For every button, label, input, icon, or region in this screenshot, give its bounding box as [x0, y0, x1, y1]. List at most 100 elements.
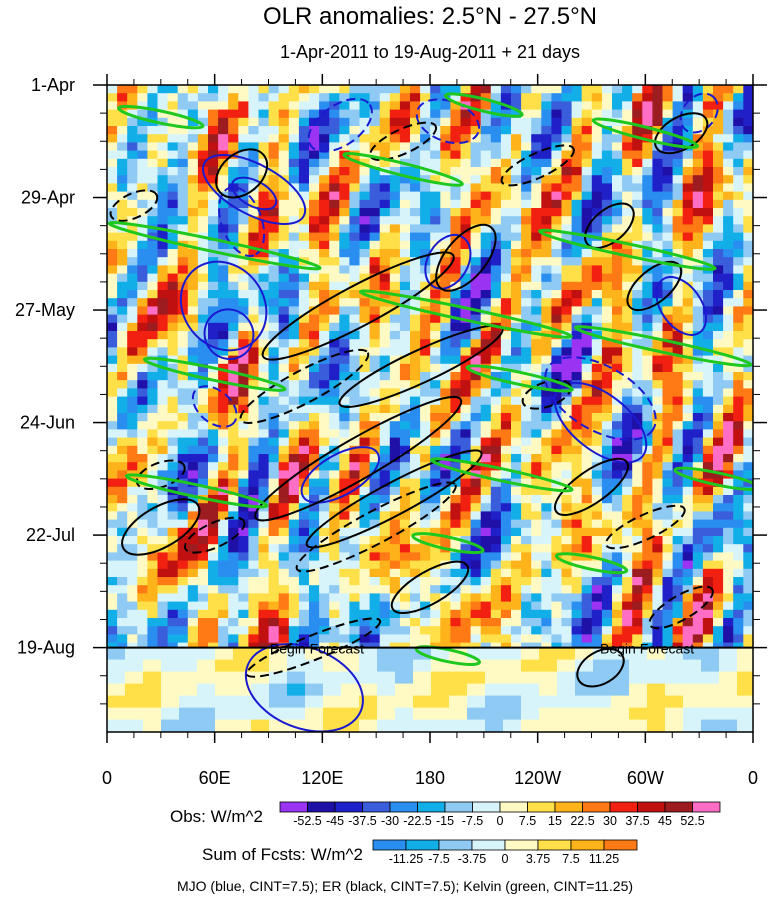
heatmap-cell	[309, 314, 320, 324]
heatmap-cell	[521, 273, 532, 283]
heatmap-cell	[500, 421, 512, 430]
heatmap-cell	[521, 585, 532, 594]
heatmap-cell	[137, 249, 148, 258]
heatmap-cell	[551, 380, 563, 389]
forecast-cell	[323, 731, 342, 732]
heatmap-cell	[278, 331, 290, 340]
heatmap-cell	[379, 470, 391, 480]
heatmap-cell	[399, 150, 411, 160]
heatmap-cell	[743, 306, 753, 316]
heatmap-cell	[672, 191, 684, 201]
heatmap-cell	[319, 281, 330, 291]
heatmap-cell	[187, 618, 199, 627]
forecast-cell	[737, 719, 753, 732]
heatmap-cell	[399, 404, 411, 414]
heatmap-cell	[430, 265, 441, 275]
heatmap-cell	[389, 167, 401, 176]
heatmap-cell	[379, 249, 391, 258]
heatmap-cell	[329, 363, 340, 373]
heatmap-cell	[702, 601, 714, 611]
heatmap-cell	[460, 109, 472, 119]
heatmap-cell	[652, 322, 664, 332]
heatmap-cell	[571, 527, 583, 537]
heatmap-cell	[571, 85, 583, 94]
heatmap-cell	[733, 626, 744, 635]
heatmap-cell	[399, 437, 411, 447]
heatmap-cell	[490, 626, 502, 635]
heatmap-cell	[137, 413, 148, 422]
heatmap-cell	[187, 536, 199, 545]
heatmap-cell	[480, 626, 492, 635]
heatmap-cell	[298, 142, 310, 152]
heatmap-cell	[743, 191, 753, 201]
heatmap-cell	[157, 216, 169, 225]
heatmap-cell	[652, 519, 664, 529]
heatmap-cell	[238, 560, 249, 570]
forecast-cell	[575, 719, 594, 732]
heatmap-cell	[117, 421, 128, 430]
heatmap-cell	[420, 298, 431, 307]
heatmap-cell	[420, 429, 431, 439]
heatmap-cell	[218, 618, 229, 627]
heatmap-cell	[470, 191, 482, 201]
heatmap-cell	[551, 134, 563, 143]
heatmap-cell	[702, 199, 714, 209]
forecast-cell	[107, 707, 126, 721]
heatmap-cell	[702, 552, 714, 562]
heatmap-cell	[561, 601, 573, 611]
heatmap-cell	[511, 396, 522, 406]
heatmap-cell	[662, 511, 674, 521]
heatmap-cell	[440, 257, 451, 266]
heatmap-cell	[167, 314, 179, 324]
kelvin-contour	[443, 92, 524, 118]
heatmap-cell	[692, 396, 704, 406]
heatmap-cell	[662, 101, 674, 111]
heatmap-cell	[369, 380, 381, 389]
heatmap-cell	[622, 142, 633, 152]
heatmap-cell	[601, 347, 613, 357]
heatmap-cell	[541, 224, 552, 234]
heatmap-cell	[551, 626, 563, 635]
heatmap-cell	[551, 437, 563, 447]
heatmap-cell	[349, 199, 361, 209]
heatmap-cell	[369, 618, 381, 627]
colorbar-level-label: 37.5	[625, 814, 649, 828]
heatmap-cell	[208, 355, 219, 365]
heatmap-cell	[470, 609, 482, 619]
forecast-cell	[395, 647, 414, 661]
heatmap-cell	[723, 117, 734, 127]
heatmap-cell	[581, 265, 593, 275]
heatmap-cell	[379, 437, 391, 447]
heatmap-cell	[692, 134, 704, 143]
heatmap-cell	[612, 298, 623, 307]
heatmap-cell	[561, 577, 573, 586]
heatmap-cell	[713, 306, 724, 316]
heatmap-cell	[167, 273, 179, 283]
heatmap-cell	[228, 511, 239, 521]
heatmap-cell	[591, 314, 603, 324]
heatmap-cell	[288, 544, 300, 553]
heatmap-cell	[591, 404, 603, 414]
heatmap-cell	[187, 380, 199, 389]
heatmap-cell	[420, 208, 431, 217]
mjo-contour	[544, 356, 657, 441]
heatmap-cell	[349, 495, 361, 504]
heatmap-cell	[662, 560, 674, 570]
heatmap-cell	[329, 117, 340, 127]
heatmap-cell	[298, 216, 310, 225]
heatmap-cell	[551, 126, 563, 135]
heatmap-cell	[662, 298, 674, 307]
forecast-cell	[485, 707, 504, 721]
forecast-cell	[305, 695, 324, 709]
heatmap-cell	[197, 511, 209, 521]
heatmap-cell	[490, 175, 502, 184]
forecast-cell	[179, 647, 198, 661]
heatmap-cell	[420, 150, 431, 160]
heatmap-cell	[228, 552, 239, 562]
x-tick-label: 120E	[301, 768, 343, 788]
heatmap-cell	[470, 478, 482, 488]
heatmap-cell	[137, 109, 148, 119]
heatmap-cell	[632, 388, 643, 398]
heatmap-cell	[430, 150, 441, 160]
heatmap-cell	[713, 298, 724, 307]
